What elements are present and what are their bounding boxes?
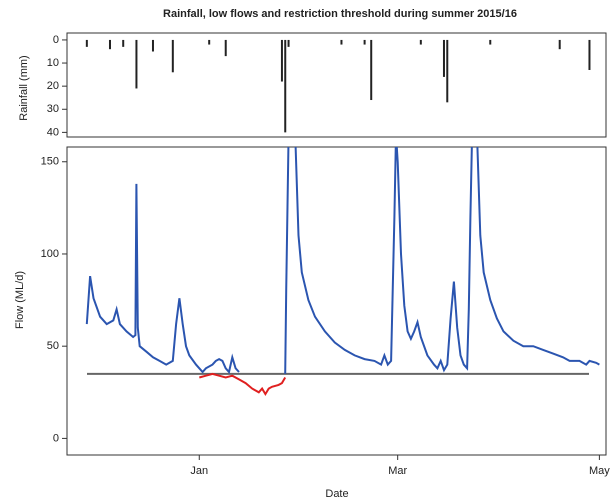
plot-frame — [66, 146, 607, 456]
bar — [588, 39, 591, 70]
x-tick-label: Mar — [388, 465, 407, 477]
y-axis-label: Flow (ML/d) — [14, 271, 26, 329]
bar — [287, 39, 290, 47]
bar — [284, 39, 287, 133]
plot-frame — [66, 32, 607, 138]
flow-line — [85, 147, 600, 375]
y-tick-label: 10 — [47, 57, 59, 69]
bar — [122, 39, 125, 47]
x-tick-label: May — [589, 465, 610, 477]
bar — [108, 39, 111, 50]
bar — [489, 39, 492, 45]
y-tick-label: 0 — [53, 34, 59, 46]
bar — [208, 39, 211, 45]
bar — [446, 39, 449, 103]
chart-title: Rainfall, low flows and restriction thre… — [163, 8, 517, 20]
y-tick-label: 150 — [41, 156, 59, 168]
x-tick-label: Jan — [190, 465, 208, 477]
bar — [363, 39, 366, 45]
bar — [85, 39, 88, 47]
bar — [224, 39, 227, 57]
bar — [280, 39, 283, 82]
y-tick-label: 40 — [47, 126, 59, 138]
bar — [370, 39, 373, 101]
y-tick-label: 50 — [47, 340, 59, 352]
flow-line — [199, 372, 287, 397]
y-tick-label: 100 — [41, 248, 59, 260]
y-tick-label: 0 — [53, 432, 59, 444]
y-axis-label: Rainfall (mm) — [18, 55, 30, 120]
bar — [340, 39, 343, 45]
bar — [135, 39, 138, 89]
x-axis-label: Date — [325, 488, 348, 500]
y-tick-label: 30 — [47, 103, 59, 115]
y-tick-label: 20 — [47, 80, 59, 92]
bar — [558, 39, 561, 50]
bar — [419, 39, 422, 45]
bar — [151, 39, 154, 52]
bar — [442, 39, 445, 77]
bar — [171, 39, 174, 73]
